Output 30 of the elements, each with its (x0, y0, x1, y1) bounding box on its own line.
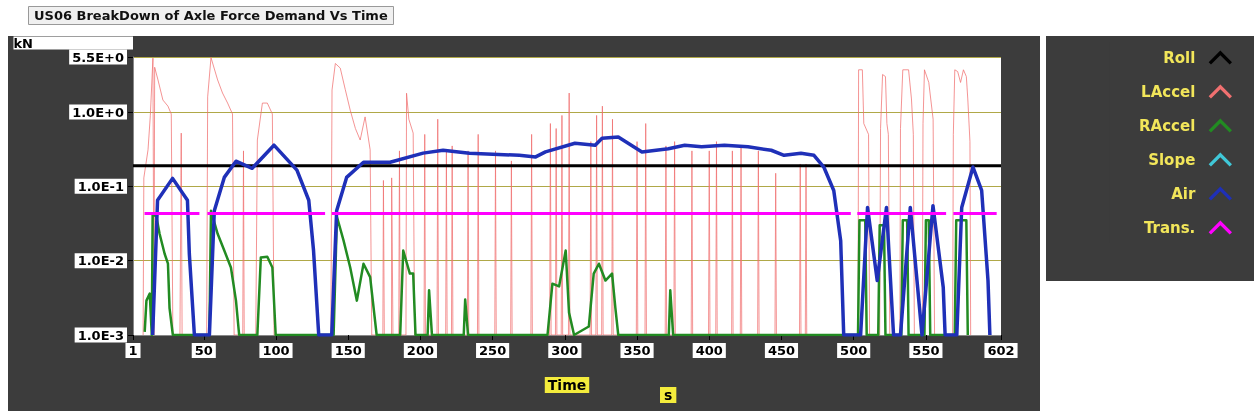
legend-label: LAccel (1141, 82, 1196, 101)
line-series (142, 57, 972, 336)
x-tick-label: 200 (406, 343, 434, 358)
x-tick-label: 150 (334, 343, 362, 358)
legend-label: Slope (1148, 150, 1196, 169)
x-tick-label: 602 (987, 343, 1015, 358)
legend-label: RAccel (1139, 116, 1196, 135)
x-tick-label: 450 (767, 343, 796, 358)
legend-label: Roll (1163, 48, 1196, 67)
legend-label: Trans. (1143, 218, 1196, 237)
y-tick-label: 1.0E-1 (77, 178, 124, 194)
x-tick-label: 500 (840, 343, 868, 358)
y-tick-label: 1.0E+0 (72, 104, 124, 120)
x-tick-label: 100 (262, 343, 290, 358)
x-tick-label: 50 (194, 343, 213, 358)
x-tick-label: 300 (551, 343, 579, 358)
chart-title: US06 BreakDown of Axle Force Demand Vs Time (34, 8, 388, 23)
y-axis-title: kN (13, 35, 33, 51)
x-tick-label: 400 (695, 343, 723, 358)
legend-label: Air (1171, 184, 1196, 203)
y-tick-label: 1.0E-2 (77, 253, 124, 269)
x-axis-title: Time (547, 377, 587, 393)
y-tick-label: 5.5E+0 (72, 49, 124, 65)
x-tick-label: 550 (912, 343, 940, 358)
text: s (664, 387, 673, 403)
x-tick-label: 350 (623, 343, 651, 358)
x-tick-label: 250 (479, 343, 507, 358)
x-tick-label: 1 (128, 343, 138, 358)
y-tick-label: 1.0E-3 (77, 327, 124, 343)
line-series (150, 135, 992, 337)
